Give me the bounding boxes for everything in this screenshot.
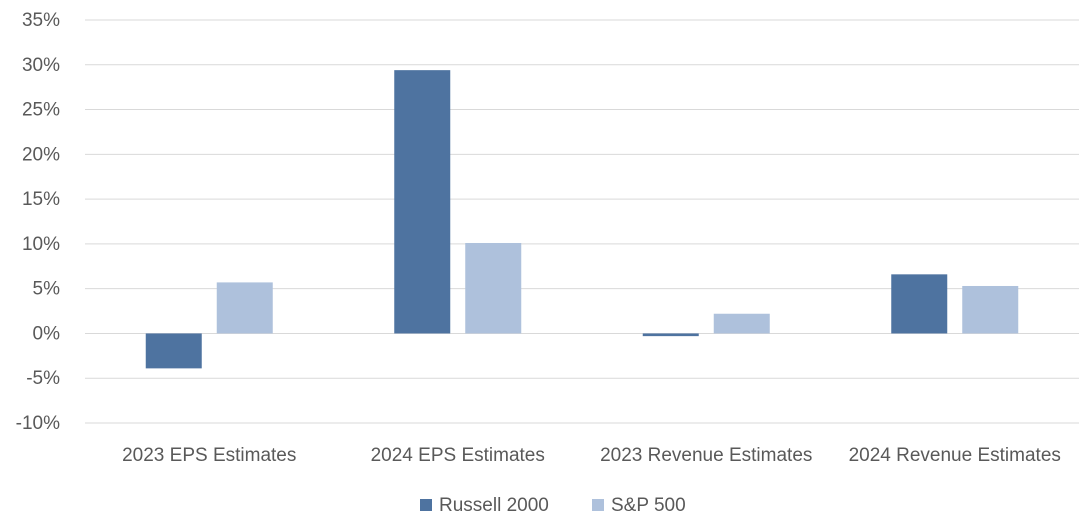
- y-tick-label: -5%: [26, 368, 60, 389]
- y-tick-label: 20%: [22, 144, 60, 165]
- bar-sp-500-2: [713, 313, 770, 334]
- y-tick-label: 25%: [22, 100, 60, 121]
- bar-russell-2000-1: [394, 70, 451, 334]
- x-axis-categories: 2023 EPS Estimates 2024 EPS Estimates 2023…: [122, 445, 1061, 466]
- y-tick-label: -10%: [16, 413, 60, 434]
- y-tick-label: 10%: [22, 234, 60, 255]
- legend-swatch-sp-500: [592, 499, 604, 511]
- y-tick-label: 35%: [22, 10, 60, 31]
- y-tick-label: 0%: [33, 323, 61, 344]
- legend-label-russell-2000: Russell 2000: [439, 495, 549, 516]
- bar-russell-2000-3: [891, 274, 948, 334]
- y-tick-label: 15%: [22, 189, 60, 210]
- bar-russell-2000-2: [642, 333, 699, 337]
- y-axis-ticks: 35% 30% 25% 20% 15% 10% 5% 0% -5% -10%: [16, 10, 60, 434]
- y-tick-label: 30%: [22, 55, 60, 76]
- bar-sp-500-3: [962, 285, 1019, 334]
- bars: [145, 70, 1019, 369]
- bar-sp-500-1: [465, 242, 522, 334]
- x-category-label: 2023 EPS Estimates: [122, 445, 296, 466]
- legend: Russell 2000 S&P 500: [420, 495, 686, 516]
- x-category-label: 2024 Revenue Estimates: [849, 445, 1061, 466]
- legend-swatch-russell-2000: [420, 499, 432, 511]
- x-category-label: 2023 Revenue Estimates: [600, 445, 812, 466]
- bar-sp-500-0: [216, 282, 273, 334]
- y-tick-label: 5%: [33, 279, 61, 300]
- legend-label-sp-500: S&P 500: [611, 495, 686, 516]
- x-category-label: 2024 EPS Estimates: [371, 445, 545, 466]
- gridlines: [85, 19, 1079, 424]
- bar-russell-2000-0: [145, 333, 202, 369]
